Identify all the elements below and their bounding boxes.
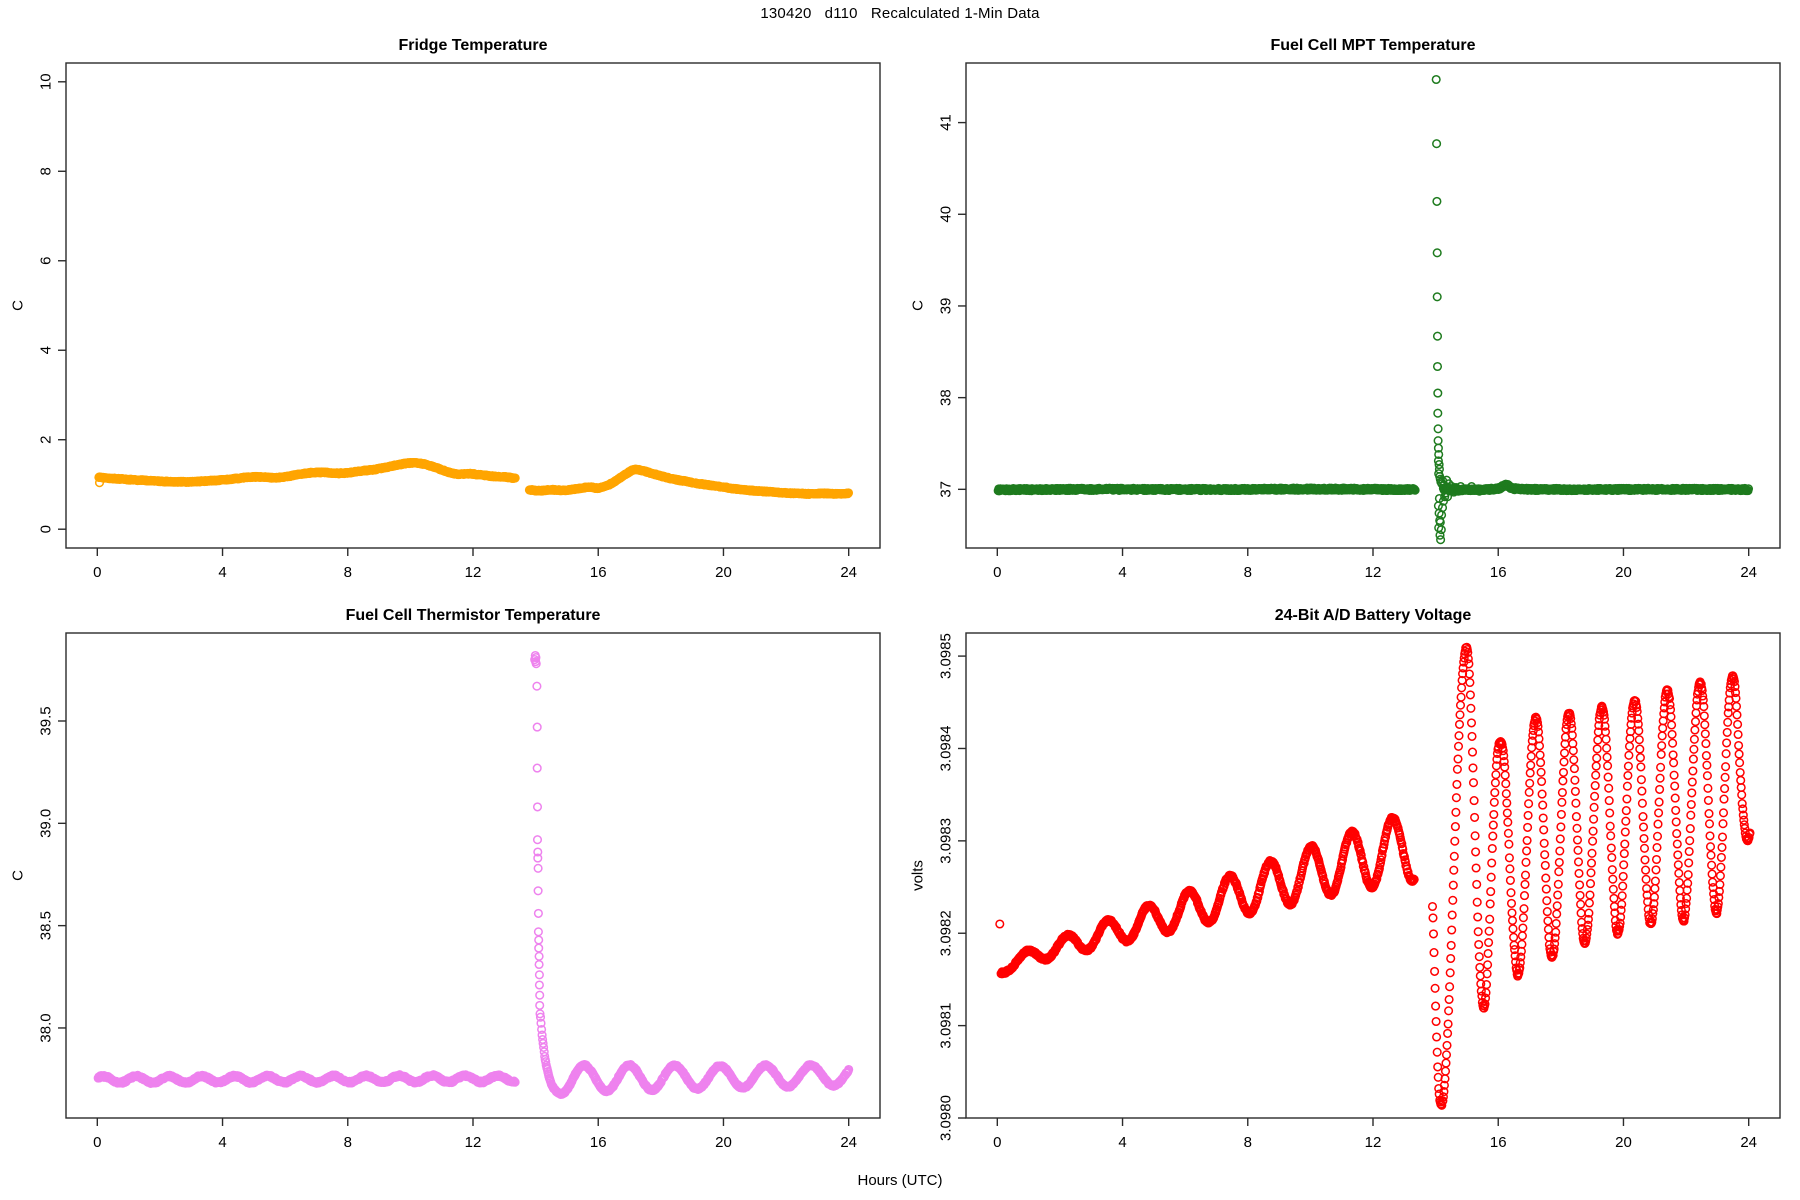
svg-text:12: 12 [465,1134,482,1151]
svg-text:2: 2 [38,436,55,444]
svg-text:39: 39 [938,298,955,315]
panel-fuel-cell-thermistor-temperature: 0 4 8 12 16 20 24 38.0 38.5 39.0 39.5 C Fuel Cell Th… [0,598,900,1168]
svg-text:3.0981: 3.0981 [938,1003,955,1049]
svg-text:3.0980: 3.0980 [938,1095,955,1141]
svg-text:3.0985: 3.0985 [938,633,955,679]
svg-text:Fridge Temperature: Fridge Temperature [398,37,547,54]
svg-text:40: 40 [938,206,955,223]
svg-text:41: 41 [938,114,955,131]
svg-text:C: C [10,870,27,881]
fuel-cell-mpt-temperature-plot: 0 4 8 12 16 20 24 37 38 39 40 41 C Fuel Cell MPT Temp… [910,37,1781,581]
svg-text:37: 37 [938,481,955,498]
svg-text:39.0: 39.0 [38,809,55,838]
svg-text:38.0: 38.0 [38,1013,55,1042]
svg-text:3.0983: 3.0983 [938,818,955,864]
panel-battery-voltage: 0 4 8 12 16 20 24 3.0980 3.0981 3.0982 3.0983 3.098… [900,598,1800,1168]
svg-text:24: 24 [840,1134,857,1151]
svg-text:3.0982: 3.0982 [938,910,955,956]
svg-text:12: 12 [465,564,482,581]
svg-text:38.5: 38.5 [38,911,55,940]
svg-text:8: 8 [1244,1134,1252,1151]
svg-text:24: 24 [840,564,857,581]
svg-text:0: 0 [993,564,1001,581]
svg-text:4: 4 [1118,1134,1126,1151]
fuel-cell-thermistor-temperature-plot: 0 4 8 12 16 20 24 38.0 38.5 39.0 39.5 C Fuel Cell Th… [10,607,881,1151]
svg-text:39.5: 39.5 [38,706,55,735]
svg-text:4: 4 [218,1134,226,1151]
svg-text:10: 10 [38,73,55,90]
battery-voltage-plot: 0 4 8 12 16 20 24 3.0980 3.0981 3.0982 3.0983 3.098… [910,607,1781,1151]
svg-text:4: 4 [218,564,226,581]
svg-text:4: 4 [38,346,55,354]
svg-text:16: 16 [590,1134,607,1151]
svg-text:12: 12 [1365,564,1382,581]
svg-text:20: 20 [715,1134,732,1151]
svg-text:24: 24 [1740,1134,1757,1151]
svg-text:0: 0 [93,1134,101,1151]
svg-text:38: 38 [938,389,955,406]
svg-text:16: 16 [1490,564,1507,581]
svg-text:0: 0 [993,1134,1001,1151]
x-axis-label: Hours (UTC) [857,1172,943,1189]
svg-text:8: 8 [1244,564,1252,581]
svg-text:16: 16 [590,564,607,581]
panel-fuel-cell-mpt-temperature: 0 4 8 12 16 20 24 37 38 39 40 41 C Fuel Cell MPT Temp… [900,28,1800,598]
svg-text:8: 8 [38,167,55,175]
svg-text:12: 12 [1365,1134,1382,1151]
panel-fridge-temperature: 0 4 8 12 16 20 24 0 2 4 6 8 10 C Fridge Temperature [0,28,900,598]
svg-text:24-Bit A/D Battery Voltage: 24-Bit A/D Battery Voltage [1275,607,1472,624]
svg-text:Fuel Cell MPT Temperature: Fuel Cell MPT Temperature [1270,37,1475,54]
page-title: 130420 d110 Recalculated 1-Min Data [760,5,1040,22]
svg-text:0: 0 [93,564,101,581]
svg-text:20: 20 [1615,564,1632,581]
svg-text:3.0984: 3.0984 [938,726,955,772]
svg-text:20: 20 [715,564,732,581]
svg-text:8: 8 [344,1134,352,1151]
svg-text:C: C [10,300,27,311]
svg-text:C: C [910,300,927,311]
svg-text:Fuel Cell Thermistor Temperatu: Fuel Cell Thermistor Temperature [346,607,601,624]
svg-text:24: 24 [1740,564,1757,581]
svg-text:20: 20 [1615,1134,1632,1151]
svg-text:volts: volts [910,860,927,891]
svg-text:4: 4 [1118,564,1126,581]
svg-text:16: 16 [1490,1134,1507,1151]
svg-text:8: 8 [344,564,352,581]
svg-text:0: 0 [38,525,55,533]
svg-text:6: 6 [38,257,55,265]
